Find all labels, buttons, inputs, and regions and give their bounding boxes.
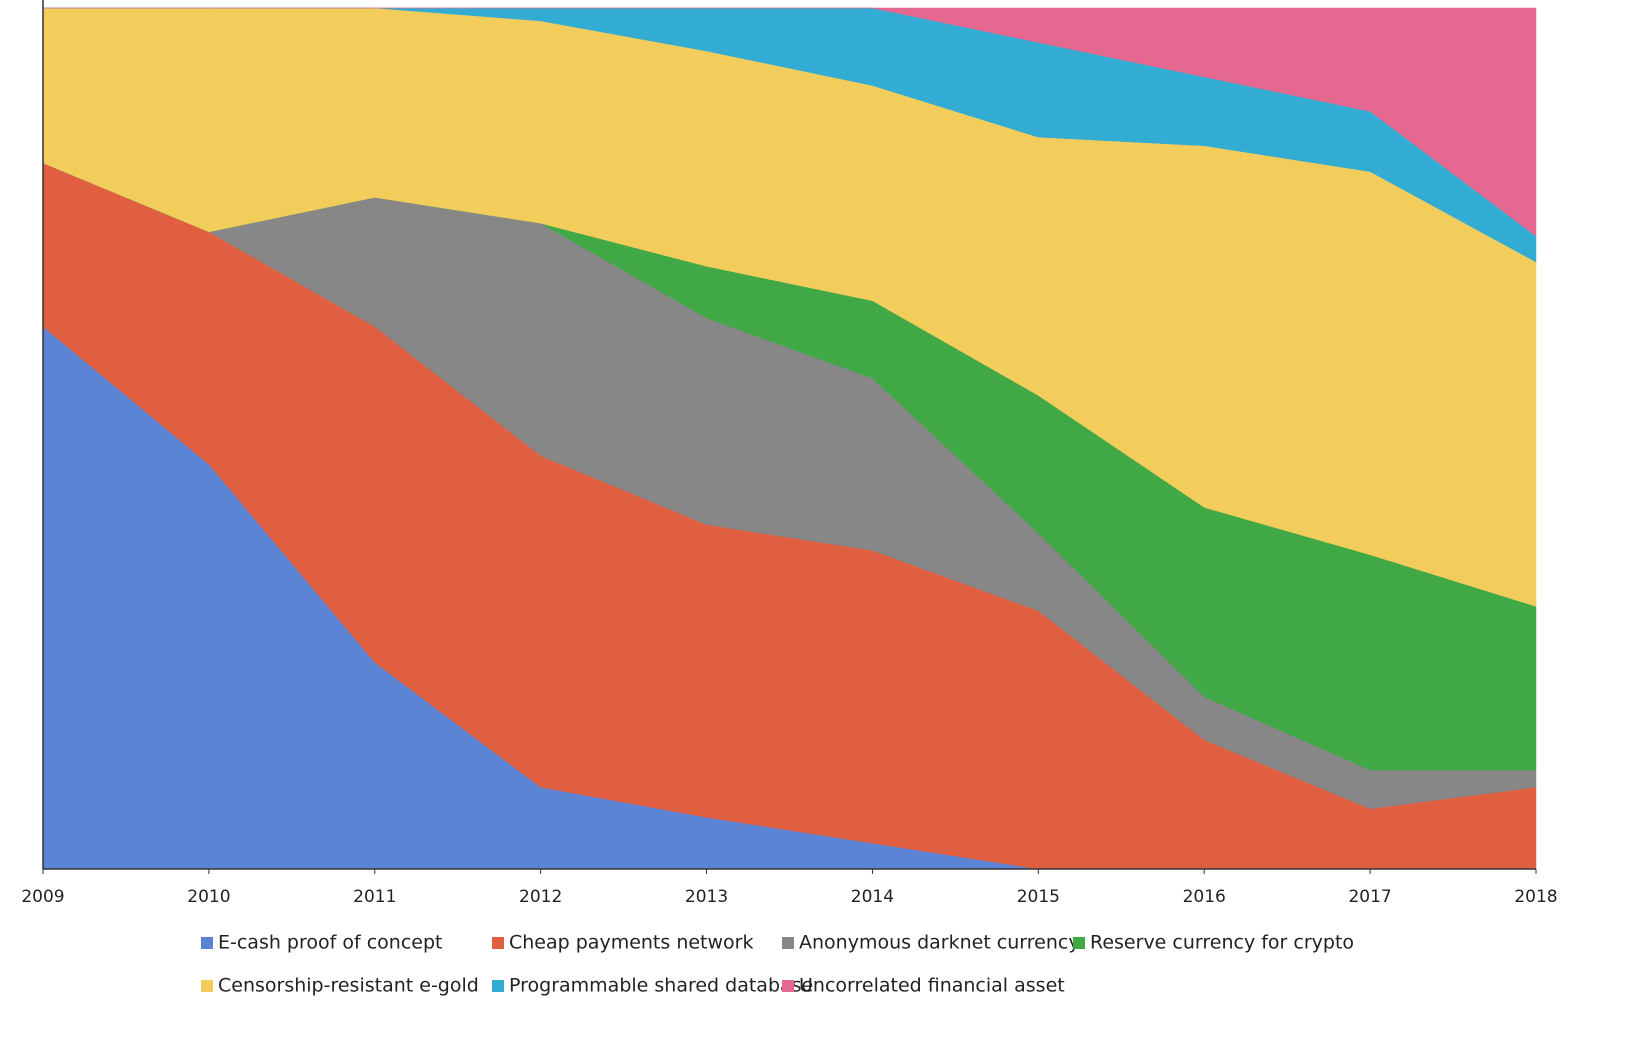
legend-label: Censorship-resistant e-gold xyxy=(218,975,479,997)
x-tick-label: 2015 xyxy=(1017,887,1060,907)
legend-swatch xyxy=(1073,937,1085,949)
legend-label: E-cash proof of concept xyxy=(218,932,442,954)
plot-area xyxy=(42,7,1537,870)
legend-label: Anonymous darknet currency xyxy=(799,932,1080,954)
legend-swatch xyxy=(492,980,504,992)
x-tick-label: 2018 xyxy=(1514,887,1557,907)
x-tick-label: 2010 xyxy=(187,887,230,907)
x-tick-label: 2016 xyxy=(1183,887,1226,907)
x-tick-label: 2017 xyxy=(1348,887,1391,907)
legend-swatch xyxy=(201,937,213,949)
legend-swatch xyxy=(201,980,213,992)
legend-label: Programmable shared database xyxy=(509,975,813,997)
x-tick-label: 2012 xyxy=(519,887,562,907)
area xyxy=(43,7,1537,237)
legend-swatch xyxy=(492,937,504,949)
legend-swatch xyxy=(782,937,794,949)
legend-label: Cheap payments network xyxy=(509,932,753,954)
x-tick-label: 2013 xyxy=(685,887,728,907)
x-tick-label: 2009 xyxy=(21,887,64,907)
legend-swatch xyxy=(782,980,794,992)
legend-label: Reserve currency for crypto xyxy=(1090,932,1354,954)
legend-label: Uncorrelated financial asset xyxy=(799,975,1065,997)
legend: E-cash proof of concept Cheap payments ne… xyxy=(201,932,1354,997)
axes: 2009 2010 2011 2012 2013 2014 2015 2016 2017 2018 xyxy=(21,0,1558,907)
x-tick-label: 2011 xyxy=(353,887,396,907)
x-tick-label: 2014 xyxy=(851,887,894,907)
